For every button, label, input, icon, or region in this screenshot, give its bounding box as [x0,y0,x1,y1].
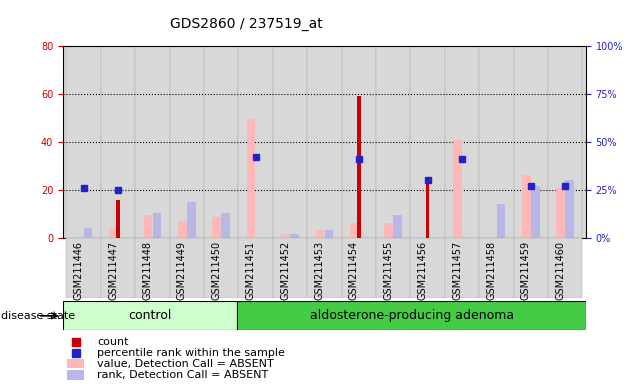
Bar [84,228,93,238]
Bar [357,96,360,238]
Text: GSM211460: GSM211460 [555,241,565,300]
Bar [393,215,402,238]
Text: GSM211458: GSM211458 [486,241,496,300]
Bar [426,183,430,238]
Text: GSM211448: GSM211448 [142,241,152,300]
Bar [101,238,135,298]
Bar [221,213,230,238]
Bar [109,228,118,238]
Bar [66,46,101,238]
Text: GSM211459: GSM211459 [521,241,531,300]
Bar [566,180,574,238]
Bar [411,238,445,298]
Bar [522,175,530,238]
Text: aldosterone-producing adenoma: aldosterone-producing adenoma [309,310,513,322]
Bar [479,46,513,238]
Bar [290,234,299,238]
Bar [67,371,84,380]
Bar [187,202,196,238]
Bar [247,119,256,238]
Bar [169,238,204,298]
Bar [496,204,505,238]
Bar [212,217,221,238]
Bar [273,46,307,238]
Bar [376,238,411,298]
Bar [548,46,583,238]
Bar [281,234,290,238]
Text: control: control [129,310,172,322]
Text: GSM211450: GSM211450 [211,241,221,300]
Text: rank, Detection Call = ABSENT: rank, Detection Call = ABSENT [97,370,268,380]
Bar [341,238,376,298]
Bar [453,140,462,238]
Text: GSM211455: GSM211455 [383,241,393,300]
Bar [307,238,341,298]
Text: GSM211451: GSM211451 [246,241,256,300]
Bar [204,238,238,298]
Text: GSM211449: GSM211449 [177,241,187,300]
Bar [556,188,565,238]
Bar [238,301,586,330]
Bar [238,46,273,238]
Bar [445,238,479,298]
Text: GSM211447: GSM211447 [108,241,118,300]
Bar [238,238,273,298]
Bar [376,46,411,238]
Bar [307,46,341,238]
Text: GSM211453: GSM211453 [314,241,324,300]
Bar [411,46,445,238]
Text: count: count [97,338,129,348]
Bar [531,186,540,238]
Bar [152,213,161,238]
Bar [117,200,120,238]
Bar [135,238,169,298]
Text: value, Detection Call = ABSENT: value, Detection Call = ABSENT [97,359,274,369]
Bar [341,46,376,238]
Bar [63,301,238,330]
Bar [273,238,307,298]
Bar [445,46,479,238]
Text: disease state: disease state [1,311,75,321]
Bar [513,238,548,298]
Bar [479,238,513,298]
Text: GSM211452: GSM211452 [280,241,290,300]
Bar [384,223,393,238]
Text: GDS2860 / 237519_at: GDS2860 / 237519_at [169,17,323,31]
Bar [101,46,135,238]
Bar [316,230,324,238]
Bar [324,230,333,238]
Bar [135,46,169,238]
Bar [67,359,84,368]
Bar [169,46,204,238]
Bar [513,46,548,238]
Bar [66,238,101,298]
Text: GSM211456: GSM211456 [418,241,428,300]
Bar [548,238,583,298]
Text: percentile rank within the sample: percentile rank within the sample [97,348,285,358]
Bar [144,215,152,238]
Bar [204,46,238,238]
Bar [350,223,358,238]
Bar [178,221,186,238]
Text: GSM211457: GSM211457 [452,241,462,300]
Text: GSM211446: GSM211446 [74,241,84,300]
Text: GSM211454: GSM211454 [349,241,359,300]
